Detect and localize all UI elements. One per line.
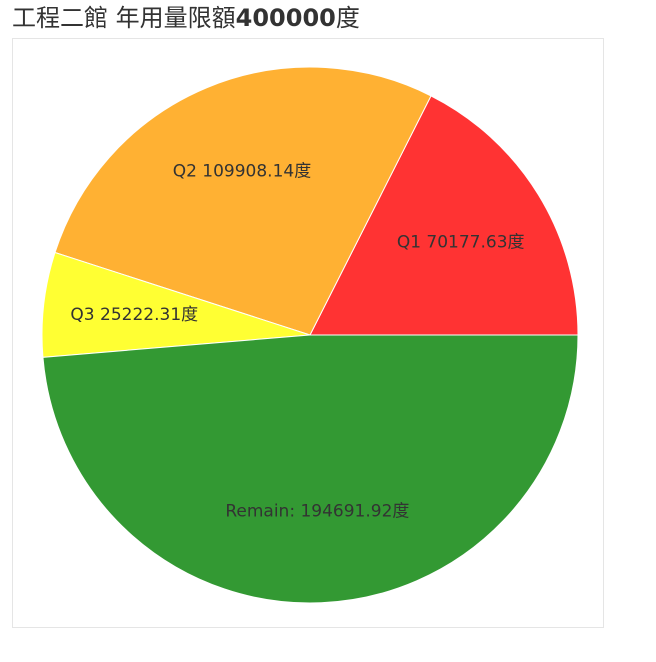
chart-title-limit: 400000 bbox=[235, 4, 336, 32]
pie-label-q1: Q1 70177.63度 bbox=[397, 232, 525, 252]
pie-slices bbox=[41, 66, 579, 604]
pie-label-remain: Remain: 194691.92度 bbox=[225, 502, 409, 522]
chart-title: 工程二館 年用量限額400000度 bbox=[12, 2, 360, 34]
chart-title-prefix: 工程二館 年用量限額 bbox=[12, 4, 236, 32]
pie-slice-q2[interactable] bbox=[54, 66, 432, 336]
pie-slice-q1[interactable] bbox=[309, 95, 579, 336]
chart-frame: Q1 70177.63度 Q2 109908.14度 Q3 25222.31度 Rem… bbox=[12, 38, 604, 628]
pie-labels: Q1 70177.63度 Q2 109908.14度 Q3 25222.31度 Rem… bbox=[70, 162, 524, 522]
pie-slice-remain[interactable] bbox=[42, 334, 579, 604]
pie-label-q3: Q3 25222.31度 bbox=[70, 305, 198, 325]
pie-label-q2: Q2 109908.14度 bbox=[173, 162, 312, 182]
pie-chart: Q1 70177.63度 Q2 109908.14度 Q3 25222.31度 Rem… bbox=[41, 66, 579, 604]
chart-title-unit: 度 bbox=[335, 4, 360, 32]
